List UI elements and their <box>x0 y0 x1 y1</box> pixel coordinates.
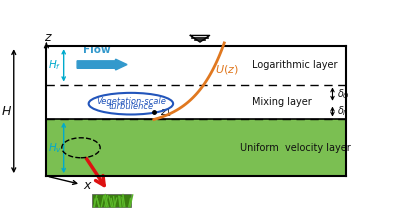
Text: $x$: $x$ <box>83 179 93 192</box>
Text: $\delta_I$: $\delta_I$ <box>337 105 347 118</box>
FancyArrow shape <box>77 59 127 70</box>
Text: turbulence: turbulence <box>108 102 154 111</box>
Text: Mixing layer: Mixing layer <box>252 97 312 107</box>
Bar <box>92 194 131 207</box>
Text: $U(z)$: $U(z)$ <box>215 63 239 76</box>
Text: $z$: $z$ <box>44 31 52 44</box>
Text: $H_v$: $H_v$ <box>48 141 62 155</box>
Text: $H$: $H$ <box>1 105 12 118</box>
Text: Vegetation-scale: Vegetation-scale <box>96 97 166 106</box>
Text: $z_1$: $z_1$ <box>160 107 172 119</box>
Text: Logarithmic layer: Logarithmic layer <box>252 60 337 70</box>
Text: Uniform  velocity layer: Uniform velocity layer <box>240 143 351 153</box>
Text: $\delta_O$: $\delta_O$ <box>337 87 350 101</box>
Text: $H_f$: $H_f$ <box>48 58 62 72</box>
Text: Flow: Flow <box>83 45 110 55</box>
Bar <box>46 120 346 176</box>
